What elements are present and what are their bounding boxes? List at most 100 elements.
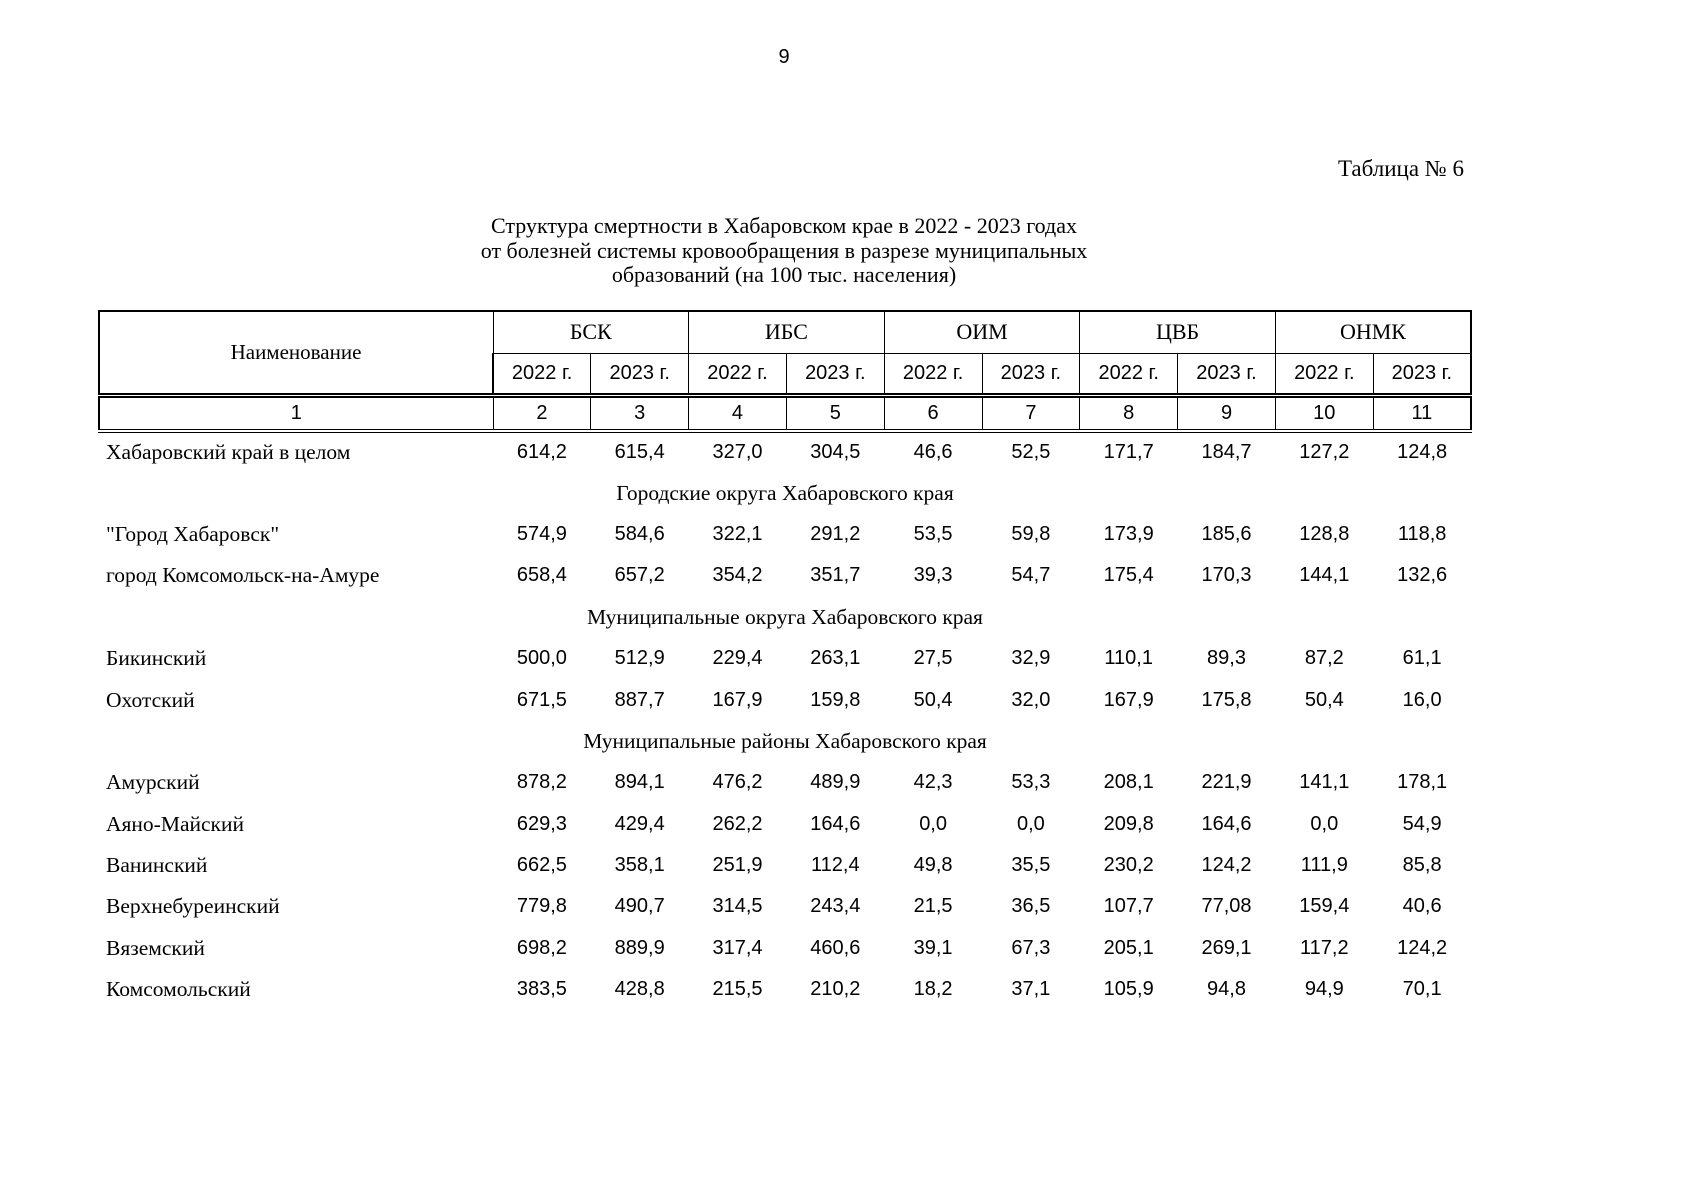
value-cell: 584,6 [614, 522, 665, 545]
value-cell: 698,2 [516, 936, 567, 959]
value-cell: 460,6 [810, 936, 861, 959]
value-cell: 779,8 [516, 895, 567, 918]
region-name-cell: Ванинский [106, 853, 208, 878]
value-cell: 32,0 [1011, 688, 1051, 711]
value-cell: 322,1 [712, 522, 763, 545]
value-cell: 50,4 [1304, 688, 1344, 711]
year-header-2022: 2022 г. [1274, 352, 1374, 398]
header-year-row: 2022 г. 2023 г. 2022 г. 2023 г. 2022 г. … [99, 352, 1473, 398]
column-group-onmk: ОНМК [1274, 310, 1473, 354]
value-cell: 46,6 [913, 441, 953, 464]
header-number-row: 1 2 3 4 5 6 7 8 9 10 11 [98, 394, 1473, 433]
value-cell: 85,8 [1402, 854, 1442, 877]
value-cell: 383,5 [516, 978, 567, 1001]
column-number: 11 [1372, 394, 1473, 433]
column-number: 5 [785, 394, 885, 433]
value-cell: 489,9 [810, 771, 861, 794]
value-cell: 105,9 [1103, 978, 1154, 1001]
value-cell: 178,1 [1397, 771, 1448, 794]
value-cell: 39,3 [913, 564, 953, 587]
value-cell: 35,5 [1011, 854, 1051, 877]
value-cell: 251,9 [712, 854, 763, 877]
value-cell: 42,3 [913, 771, 953, 794]
value-cell: 358,1 [614, 854, 665, 877]
column-number: 9 [1177, 394, 1276, 433]
table-row: город Комсомольск-на-Амуре 658,4 657,2 354,… [99, 555, 1471, 596]
value-cell: 132,6 [1397, 564, 1448, 587]
table-row: Комсомольский 383,5 428,8 215,5 210,2 18,2 37,… [99, 969, 1471, 1010]
table-caption: Таблица № 6 [1337, 156, 1464, 181]
value-cell: 27,5 [913, 647, 953, 670]
region-name-cell: Комсомольский [106, 977, 251, 1002]
table-row: "Город Хабаровск" 574,9 584,6 322,1 291,2 53,… [99, 514, 1471, 555]
value-cell: 185,6 [1201, 522, 1252, 545]
value-cell: 18,2 [913, 978, 953, 1001]
value-cell: 230,2 [1103, 854, 1154, 877]
value-cell: 205,1 [1103, 936, 1154, 959]
value-cell: 124,8 [1397, 441, 1448, 464]
column-number: 10 [1274, 394, 1374, 433]
year-header-2023: 2023 г. [1177, 352, 1276, 398]
value-cell: 629,3 [516, 812, 567, 835]
table-row: Амурский 878,2 894,1 476,2 489,9 42,3 53,3 208,… [99, 762, 1471, 803]
section-header: Муниципальные районы Хабаровского края [583, 728, 987, 753]
value-cell: 112,4 [811, 854, 860, 877]
value-cell: 500,0 [516, 647, 567, 670]
value-cell: 614,2 [516, 441, 567, 464]
value-cell: 36,5 [1011, 895, 1051, 918]
value-cell: 50,4 [913, 688, 953, 711]
value-cell: 351,7 [810, 564, 861, 587]
section-row: Городские округа Хабаровского края [99, 472, 1471, 513]
document-title: Структура смертности в Хабаровском крае … [98, 213, 1470, 288]
value-cell: 317,4 [712, 936, 763, 959]
value-cell: 124,2 [1397, 936, 1448, 959]
mortality-table: Наименование БСК ИБС ОИМ ЦВБ ОНМК 2022 г… [98, 310, 1473, 1010]
value-cell: 59,8 [1011, 522, 1051, 545]
value-cell: 175,8 [1201, 688, 1252, 711]
column-number: 3 [590, 394, 690, 433]
table-row: Верхнебуреинский 779,8 490,7 314,5 243,4 21,5… [99, 886, 1471, 927]
value-cell: 94,9 [1304, 978, 1344, 1001]
column-group-ibs: ИБС [688, 310, 885, 354]
value-cell: 512,9 [614, 647, 665, 670]
value-cell: 291,2 [810, 522, 861, 545]
table-row: Ванинский 662,5 358,1 251,9 112,4 49,8 35,5 230… [99, 845, 1471, 886]
region-name-cell: Верхнебуреинский [106, 894, 280, 919]
column-group-cvb: ЦВБ [1079, 310, 1276, 354]
value-cell: 21,5 [913, 895, 953, 918]
value-cell: 428,8 [614, 978, 665, 1001]
value-cell: 37,1 [1011, 978, 1051, 1001]
value-cell: 658,4 [516, 564, 567, 587]
value-cell: 54,9 [1402, 812, 1442, 835]
value-cell: 127,2 [1299, 441, 1350, 464]
value-cell: 209,8 [1103, 812, 1154, 835]
value-cell: 490,7 [614, 895, 665, 918]
column-group-oim: ОИМ [883, 310, 1081, 354]
value-cell: 70,1 [1402, 978, 1442, 1001]
value-cell: 173,9 [1103, 522, 1154, 545]
page-number: 9 [778, 46, 790, 68]
value-cell: 87,2 [1304, 647, 1344, 670]
table-row: Бикинский 500,0 512,9 229,4 263,1 27,5 32,9 110… [99, 638, 1471, 679]
value-cell: 32,9 [1011, 647, 1051, 670]
value-cell: 128,8 [1299, 522, 1350, 545]
value-cell: 89,3 [1207, 647, 1246, 670]
value-cell: 0,0 [1016, 812, 1045, 835]
value-cell: 61,1 [1402, 647, 1442, 670]
region-name-cell: город Комсомольск-на-Амуре [106, 563, 380, 588]
value-cell: 671,5 [516, 688, 567, 711]
title-line-3: образований (на 100 тыс. населения) [611, 262, 957, 287]
column-number: 7 [981, 394, 1081, 433]
value-cell: 476,2 [712, 771, 763, 794]
value-cell: 94,8 [1207, 978, 1246, 1001]
value-cell: 0,0 [919, 812, 947, 835]
year-header-2023: 2023 г. [590, 352, 690, 398]
value-cell: 657,2 [614, 564, 665, 587]
value-cell: 208,1 [1103, 771, 1154, 794]
value-cell: 229,4 [712, 647, 763, 670]
value-cell: 184,7 [1201, 441, 1252, 464]
region-name-cell: "Город Хабаровск" [106, 521, 280, 546]
value-cell: 77,08 [1201, 895, 1252, 918]
value-cell: 304,5 [810, 441, 861, 464]
table-row: Вяземский 698,2 889,9 317,4 460,6 39,1 67,3 205… [99, 928, 1471, 969]
